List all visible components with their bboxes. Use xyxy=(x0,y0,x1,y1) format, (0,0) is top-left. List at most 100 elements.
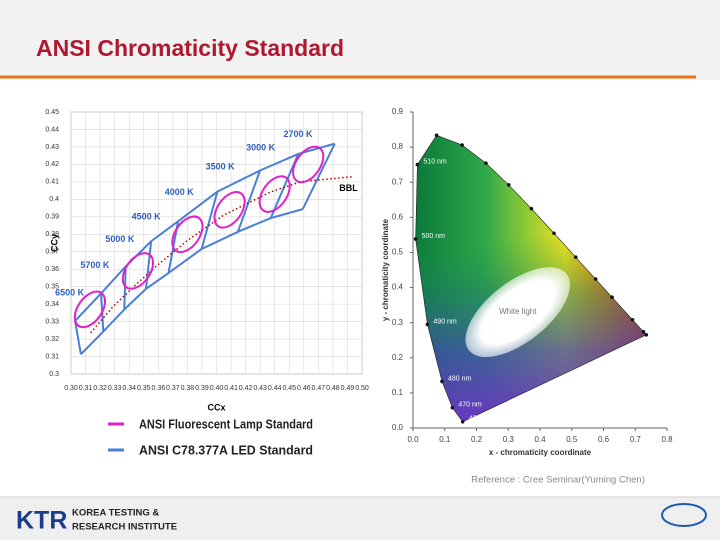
locus-point xyxy=(440,379,444,384)
wavelength-label: 560 nm xyxy=(537,203,561,210)
wavelength-label: 550 nm xyxy=(515,179,539,186)
reference: Reference : Cree Seminar(Yuming Chen) xyxy=(471,475,645,486)
wavelength-label: 600 nm xyxy=(618,291,642,298)
y-tick-label: 0.3 xyxy=(49,371,59,378)
x-tick-label: 0.3 xyxy=(503,435,515,444)
x-tick-label: 0.50 xyxy=(355,385,369,392)
y-tick-label: 0.38 xyxy=(45,231,59,238)
fluorescent-ellipse xyxy=(292,145,325,184)
x-tick-label: 0.49 xyxy=(341,385,355,392)
quad-edge xyxy=(301,143,336,210)
x-tick-label: 0.40 xyxy=(210,385,224,392)
locus-point xyxy=(415,162,420,167)
cct-label: 5000 K xyxy=(105,234,135,244)
y-tick-label: 0.45 xyxy=(45,109,59,116)
x-tick-label: 0.4 xyxy=(534,435,546,444)
wavelength-label: 530 nm xyxy=(468,139,492,146)
x-tick-label: 0.44 xyxy=(268,385,282,392)
y-tick-label: 0.6 xyxy=(392,212,404,221)
y-tick-label: 0.32 xyxy=(45,336,59,343)
y-tick-label: 0.35 xyxy=(45,284,59,291)
fluorescent-ellipse xyxy=(258,175,291,213)
cct-label: 6500 K xyxy=(55,287,85,297)
bbl-curve xyxy=(90,175,354,334)
y-tick-label: 0.1 xyxy=(392,388,404,397)
locus-point xyxy=(425,322,430,327)
y-tick-label: 0.4 xyxy=(392,283,404,292)
x-tick-label: 0.37 xyxy=(166,385,180,392)
x-axis-label: x - chromaticity coordinate xyxy=(489,448,592,457)
y-tick-label: 0.36 xyxy=(45,266,59,273)
x-axis-label: CCx xyxy=(207,402,225,412)
led-boundary xyxy=(74,142,336,322)
locus-point xyxy=(593,277,598,281)
wavelength-label: 580 nm xyxy=(582,251,606,258)
x-tick-label: 0.6 xyxy=(598,435,610,444)
y-axis-label: CCy xyxy=(49,234,59,252)
logo: KTR xyxy=(16,507,67,535)
locus-point xyxy=(484,161,488,165)
x-tick-label: 0.1 xyxy=(439,435,451,444)
header-band xyxy=(0,0,720,80)
x-tick-label: 0.30 xyxy=(64,385,78,392)
y-tick-label: 0.2 xyxy=(392,353,404,362)
x-tick-label: 0.31 xyxy=(79,385,93,392)
y-tick-label: 0.3 xyxy=(392,318,404,327)
cct-label: 5700 K xyxy=(80,260,110,270)
quad-edge xyxy=(236,170,261,233)
x-tick-label: 0.34 xyxy=(122,385,136,392)
wavelength-label: 490 nm xyxy=(433,318,457,325)
x-tick-label: 0.46 xyxy=(297,385,311,392)
bbl-label: BBL xyxy=(339,183,358,193)
white-region xyxy=(465,267,571,358)
x-tick-label: 0.38 xyxy=(181,385,195,392)
locus-point xyxy=(506,183,511,187)
wavelength-label: 520 nm xyxy=(443,129,467,136)
y-tick-label: 0.4 xyxy=(49,196,59,203)
x-tick-label: 0.33 xyxy=(108,385,122,392)
y-tick-label: 0.43 xyxy=(45,144,59,151)
cct-label: 3500 K xyxy=(206,161,236,171)
wavelength-label: 620 nm xyxy=(639,314,663,321)
quad-edge xyxy=(74,320,82,355)
x-tick-label: 0.2 xyxy=(471,435,483,444)
y-tick-label: 0.7 xyxy=(392,177,404,186)
fluorescent-ellipse xyxy=(121,252,155,290)
locus-point xyxy=(434,133,439,138)
y-tick-label: 0.5 xyxy=(392,248,404,257)
institute-name: KOREA TESTING & xyxy=(72,508,159,519)
x-tick-label: 0.7 xyxy=(630,435,642,444)
fluorescent-ellipse xyxy=(213,191,246,229)
x-tick-label: 0.8 xyxy=(661,435,673,444)
y-tick-label: 0.31 xyxy=(45,353,59,360)
x-tick-label: 0.35 xyxy=(137,385,151,392)
locus-point xyxy=(610,295,614,300)
wavelength-label: 590 nm xyxy=(602,273,626,280)
led-boundary xyxy=(80,208,304,355)
x-tick-label: 0.48 xyxy=(326,385,340,392)
locus-point xyxy=(450,405,455,410)
footer-band xyxy=(0,497,720,540)
wavelength-label: 500 nm xyxy=(422,233,446,240)
wavelength-label: 650 nm xyxy=(650,326,674,333)
y-tick-label: 0.33 xyxy=(45,318,59,325)
y-tick-label: 0.0 xyxy=(392,423,404,432)
wavelength-label: 450 nm xyxy=(469,416,493,423)
y-tick-label: 0.44 xyxy=(45,126,59,133)
y-tick-label: 0.8 xyxy=(392,142,404,151)
y-tick-label: 0.9 xyxy=(392,107,404,116)
legend-label: ANSI Fluorescent Lamp Standard xyxy=(139,416,313,431)
locus-point xyxy=(413,237,418,241)
cct-label: 4500 K xyxy=(132,212,162,222)
wavelength-label: 480 nm xyxy=(448,375,472,382)
locus-point xyxy=(630,317,635,322)
center-label: White light xyxy=(499,307,537,316)
x-tick-label: 0.45 xyxy=(282,385,296,392)
y-axis-label: y - chromaticity coordinate xyxy=(381,218,390,321)
wavelength-label: 570 nm xyxy=(560,227,584,234)
wavelength-label: 510 nm xyxy=(423,158,447,165)
x-tick-label: 0.0 xyxy=(407,435,419,444)
y-tick-label: 0.34 xyxy=(45,301,59,308)
institute-name: RESEARCH INSTITUTE xyxy=(72,522,177,533)
